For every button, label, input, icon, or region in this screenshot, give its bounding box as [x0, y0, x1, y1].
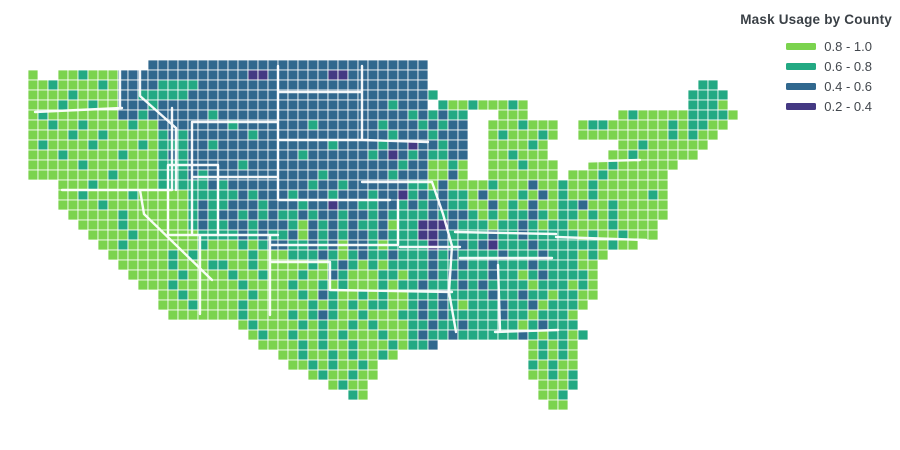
legend-item-label: 0.4 - 0.6: [824, 79, 872, 94]
county-cells[interactable]: [27, 59, 739, 411]
legend: Mask Usage by County 0.8 - 1.0 0.6 - 0.8…: [704, 12, 894, 113]
legend-swatch-icon: [786, 43, 817, 50]
legend-swatch-icon: [786, 103, 817, 110]
legend-item-0.4-0.6[interactable]: 0.4 - 0.6: [786, 80, 872, 93]
legend-items: 0.8 - 1.0 0.6 - 0.8 0.4 - 0.6 0.2 - 0.4: [704, 40, 894, 113]
state-borders: [33, 64, 648, 334]
legend-item-0.2-0.4[interactable]: 0.2 - 0.4: [786, 100, 872, 113]
legend-title: Mask Usage by County: [740, 12, 892, 27]
legend-item-label: 0.8 - 1.0: [824, 39, 872, 54]
legend-item-0.6-0.8[interactable]: 0.6 - 0.8: [786, 60, 872, 73]
legend-swatch-icon: [786, 63, 817, 70]
legend-item-label: 0.2 - 0.4: [824, 99, 872, 114]
legend-swatch-icon: [786, 83, 817, 90]
legend-item-label: 0.6 - 0.8: [824, 59, 872, 74]
legend-item-0.8-1.0[interactable]: 0.8 - 1.0: [786, 40, 872, 53]
